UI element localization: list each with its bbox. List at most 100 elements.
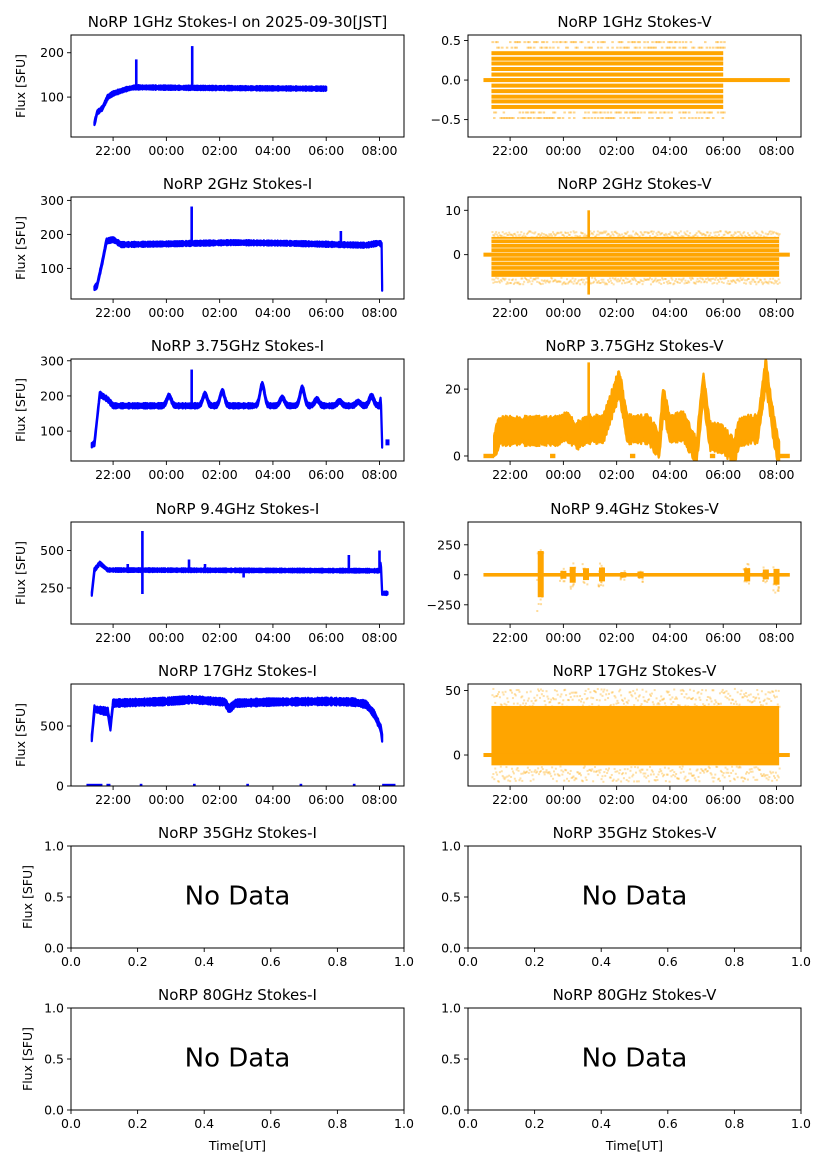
data-point	[497, 780, 500, 783]
data-point	[664, 111, 667, 114]
data-point	[726, 768, 729, 771]
zero-segment	[709, 453, 716, 459]
data-point	[672, 701, 675, 704]
data-point	[698, 696, 701, 699]
data-point	[497, 235, 500, 238]
y-tick-label: 20	[445, 382, 461, 397]
data-point	[581, 281, 584, 284]
data-point	[703, 771, 706, 774]
data-point	[677, 232, 680, 235]
data-point	[533, 696, 536, 699]
data-point	[611, 277, 614, 280]
data-point	[621, 773, 624, 776]
x-tick-label: 02:00	[202, 792, 238, 807]
data-point	[603, 688, 606, 691]
data-point	[596, 281, 599, 284]
data-point	[529, 779, 532, 782]
data-point	[579, 235, 582, 238]
data-point	[706, 769, 709, 772]
data-point	[766, 571, 769, 574]
data-point	[503, 232, 506, 235]
data-point	[530, 283, 533, 286]
y-tick-label: 300	[40, 353, 64, 368]
data-point	[561, 117, 565, 120]
data-point	[531, 704, 534, 707]
data-point	[640, 768, 643, 771]
data-point	[645, 278, 648, 281]
data-point	[761, 283, 764, 286]
data-point	[552, 698, 555, 701]
x-tick-label: 02:00	[599, 143, 635, 158]
data-point	[771, 779, 774, 782]
data-point	[759, 704, 762, 707]
data-point	[519, 233, 522, 236]
data-point	[704, 234, 707, 237]
data-point	[596, 117, 600, 120]
data-point	[602, 690, 605, 693]
data-point	[574, 234, 577, 237]
data-point	[707, 117, 710, 120]
data-point	[692, 281, 695, 284]
data-point	[522, 283, 525, 286]
data-point	[598, 699, 601, 702]
data-point	[675, 231, 678, 234]
data-point	[573, 695, 576, 698]
data-point	[588, 233, 591, 236]
data-point	[568, 117, 571, 120]
data-point	[763, 698, 766, 701]
data-band	[90, 380, 384, 449]
data-point	[712, 689, 715, 692]
data-point	[777, 278, 780, 281]
data-point	[493, 778, 496, 781]
data-point	[623, 697, 626, 700]
data-point	[498, 281, 501, 284]
data-point	[730, 702, 733, 705]
data-point	[674, 697, 677, 700]
data-point	[531, 280, 534, 283]
data-point	[583, 283, 586, 286]
data-point	[542, 551, 545, 554]
data-point	[745, 692, 748, 695]
data-point	[699, 277, 702, 280]
data-point	[594, 766, 597, 769]
data-point	[663, 702, 666, 705]
data-point	[523, 232, 526, 235]
data-point	[627, 117, 630, 120]
data-point	[518, 690, 521, 693]
data-point	[666, 236, 669, 239]
data-point	[645, 236, 648, 239]
data-point	[704, 280, 707, 283]
data-point	[624, 233, 627, 236]
data-point	[620, 571, 623, 574]
data-point	[646, 278, 649, 281]
data-point	[679, 278, 682, 281]
data-point	[678, 766, 681, 769]
data-point	[648, 278, 651, 281]
data-point	[553, 111, 557, 114]
data-point	[548, 281, 551, 284]
data-point	[632, 689, 635, 692]
data-point	[592, 41, 595, 44]
data-point	[685, 281, 688, 284]
data-point	[699, 771, 702, 774]
data-level	[491, 67, 724, 71]
data-point	[582, 117, 586, 120]
data-point	[634, 278, 637, 281]
data-point	[600, 41, 603, 44]
data-point	[651, 232, 654, 235]
data-point	[616, 770, 619, 773]
data-point	[774, 573, 777, 576]
data-point	[575, 282, 578, 285]
data-point	[628, 234, 631, 237]
data-point	[741, 776, 744, 779]
data-point	[659, 699, 662, 702]
data-point	[712, 46, 715, 49]
data-point	[752, 695, 755, 698]
x-tick-label: 00:00	[148, 630, 184, 645]
data-point	[643, 111, 646, 114]
data-point	[683, 111, 686, 114]
data-point	[669, 770, 672, 773]
data-point	[659, 111, 662, 114]
data-point	[526, 699, 529, 702]
data-point	[625, 46, 629, 49]
